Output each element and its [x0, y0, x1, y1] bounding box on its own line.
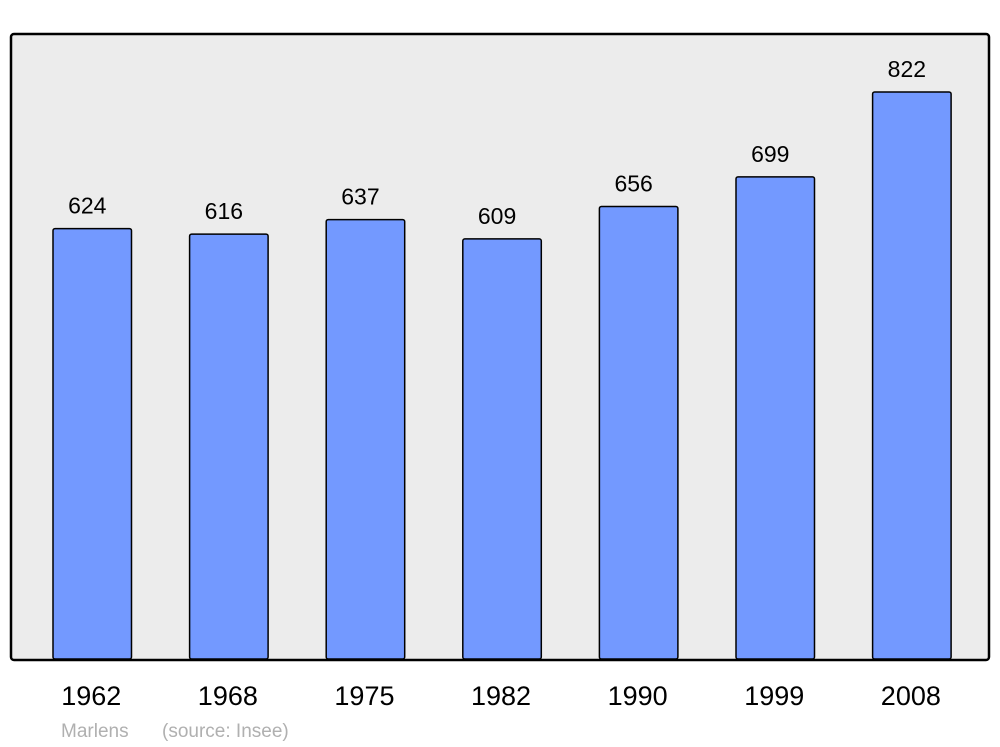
bar-1999 [735, 176, 816, 660]
footer-source: (source: Insee) [162, 721, 289, 742]
x-tick-label-1968: 1968 [198, 681, 258, 711]
bar-1990 [598, 205, 679, 660]
x-tick-label-1982: 1982 [471, 681, 531, 711]
bar-1975 [325, 218, 406, 660]
bar-1982 [462, 238, 543, 660]
data-label-1962: 624 [68, 193, 107, 219]
x-tick-label-1999: 1999 [744, 681, 804, 711]
x-tick-label-2008: 2008 [881, 681, 941, 711]
data-label-1999: 699 [751, 141, 789, 167]
data-label-1990: 656 [614, 171, 652, 197]
data-label-1982: 609 [478, 203, 516, 229]
data-label-1968: 616 [205, 198, 243, 224]
data-label-1975: 637 [341, 184, 379, 210]
x-tick-label-1975: 1975 [334, 681, 394, 711]
x-tick-label-1962: 1962 [61, 681, 121, 711]
bar-2008 [871, 91, 952, 660]
data-label-2008: 822 [888, 56, 926, 82]
bar-1962 [52, 227, 133, 660]
bar-1968 [188, 233, 269, 660]
footer-place: Marlens [61, 721, 129, 742]
x-tick-label-1990: 1990 [608, 681, 668, 711]
